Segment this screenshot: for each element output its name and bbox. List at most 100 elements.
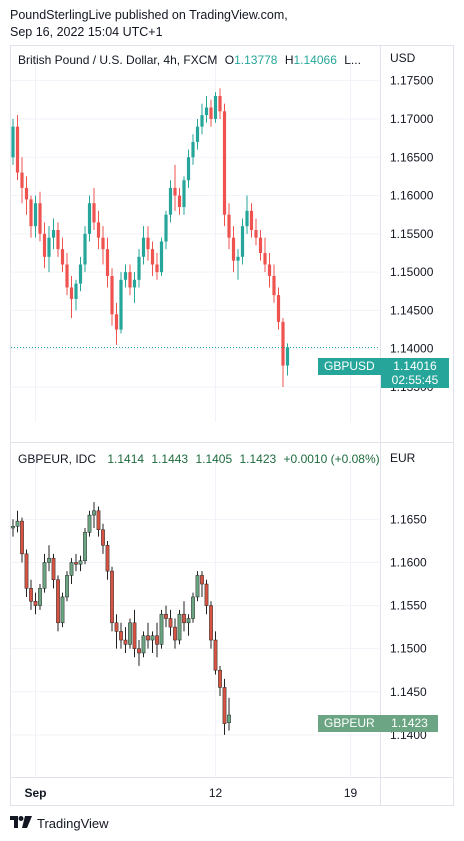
candle-body [173, 187, 177, 196]
close-value: 1.1423 [239, 452, 277, 466]
candle-body [92, 203, 96, 223]
candle-body [155, 264, 159, 273]
candle-body [137, 256, 141, 280]
candle-body [60, 596, 65, 624]
candle-body [213, 639, 218, 671]
candle-body [267, 264, 272, 276]
candle-body [191, 141, 195, 158]
top-pane-candles [11, 88, 290, 388]
candle-body [164, 613, 168, 619]
y-tick-label: 1.17000 [390, 112, 434, 126]
candle-body [128, 272, 132, 288]
publisher-line-1: PoundSterlingLive published on TradingVi… [10, 8, 288, 22]
candle-body [168, 187, 173, 215]
candle-body [110, 570, 114, 624]
candle-body [182, 613, 186, 624]
candle-body [209, 107, 213, 119]
bottom-pane-legend[interactable]: GBPEUR, IDC 1.1414 1.1443 1.1405 1.1423 … [18, 452, 384, 466]
bar-countdown: 02:55:45 [391, 373, 439, 387]
gbpeur-symbol-tag: GBPEUR [318, 715, 381, 732]
top-pane-price-axis: 1.135001.140001.145001.150001.155001.160… [390, 74, 434, 394]
y-tick-label: 1.15500 [390, 227, 434, 241]
candle-body [11, 526, 15, 529]
change-value: +0.0010 (+0.08%) [283, 452, 380, 466]
candle-body [213, 95, 218, 119]
candle-body [132, 622, 137, 649]
y-tick-label: 1.15000 [390, 265, 434, 279]
candle-body [123, 272, 128, 280]
publisher-line-2: Sep 16, 2022 15:04 UTC+1 [10, 25, 163, 39]
candle-body [11, 126, 15, 158]
candle-body [38, 588, 42, 606]
candle-body [33, 203, 38, 227]
candle-body [96, 510, 101, 530]
candle-body [69, 562, 74, 576]
candle-body [114, 622, 119, 632]
candle-body [56, 230, 60, 250]
candle-body [87, 514, 92, 533]
candle-body [20, 520, 24, 555]
candle-body [20, 172, 24, 188]
candle-body [83, 233, 87, 265]
candle-body [42, 562, 47, 589]
candle-body [177, 613, 182, 641]
time-axis: Sep 12 19 [24, 786, 357, 800]
pane-divider[interactable] [10, 442, 454, 443]
top-pane-legend[interactable]: British Pound / U.S. Dollar, 4h, FXCM O1… [18, 53, 365, 67]
candle-body [173, 626, 177, 641]
candle-body [47, 237, 51, 257]
candle-body [141, 635, 146, 654]
candle-body [191, 596, 195, 619]
candle-body [254, 230, 258, 238]
candle-body [92, 510, 96, 516]
candle-body [29, 588, 33, 602]
candle-body [56, 579, 60, 624]
y-tick-label: 1.1550 [390, 599, 427, 613]
candle-body [146, 237, 150, 250]
candle-body [150, 635, 155, 641]
x-tick-label: 12 [209, 786, 223, 800]
gbpeur-last-price-tag: 1.1423 [381, 715, 438, 732]
y-tick-label: 1.14500 [390, 303, 434, 317]
candle-body [29, 199, 33, 227]
footer[interactable]: TradingView [10, 816, 109, 831]
open-value: 1.13778 [234, 53, 278, 67]
candle-body [258, 237, 263, 253]
candle-body [200, 115, 204, 127]
candle-body [69, 287, 74, 299]
candle-body [78, 264, 83, 284]
y-tick-label: 1.16000 [390, 189, 434, 203]
candle-body [195, 126, 200, 142]
candle-body [182, 180, 186, 208]
candle-body [227, 714, 231, 724]
candle-body [42, 233, 47, 257]
gbpusd-last-price-tag: 1.14016 02:55:45 [381, 358, 449, 388]
candle-body [15, 126, 20, 173]
open-label: O [224, 53, 235, 67]
candle-body [155, 635, 159, 645]
y-tick-label: 1.14000 [390, 342, 434, 356]
y-tick-label: 1.17500 [390, 74, 434, 88]
candle-body [119, 631, 123, 641]
chart-frame [10, 45, 454, 806]
candle-body [105, 249, 110, 276]
candle-body [65, 575, 69, 598]
candle-body [245, 210, 249, 227]
candle-body [132, 279, 137, 288]
x-tick-label: Sep [24, 786, 46, 800]
top-axis-unit: USD [390, 51, 416, 65]
candle-body [101, 237, 105, 250]
candle-body [83, 532, 87, 562]
candle-body [33, 601, 38, 606]
candle-body [227, 214, 231, 238]
low-value: 1.1405 [195, 452, 233, 466]
candle-body [119, 279, 123, 330]
candle-body [168, 618, 173, 628]
candle-body [218, 95, 222, 112]
x-tick-label: 19 [344, 786, 358, 800]
high-value: 1.14066 [293, 53, 337, 67]
gbpusd-symbol-tag: GBPUSD [318, 358, 381, 375]
candle-body [281, 321, 285, 366]
candle-body [177, 195, 182, 208]
